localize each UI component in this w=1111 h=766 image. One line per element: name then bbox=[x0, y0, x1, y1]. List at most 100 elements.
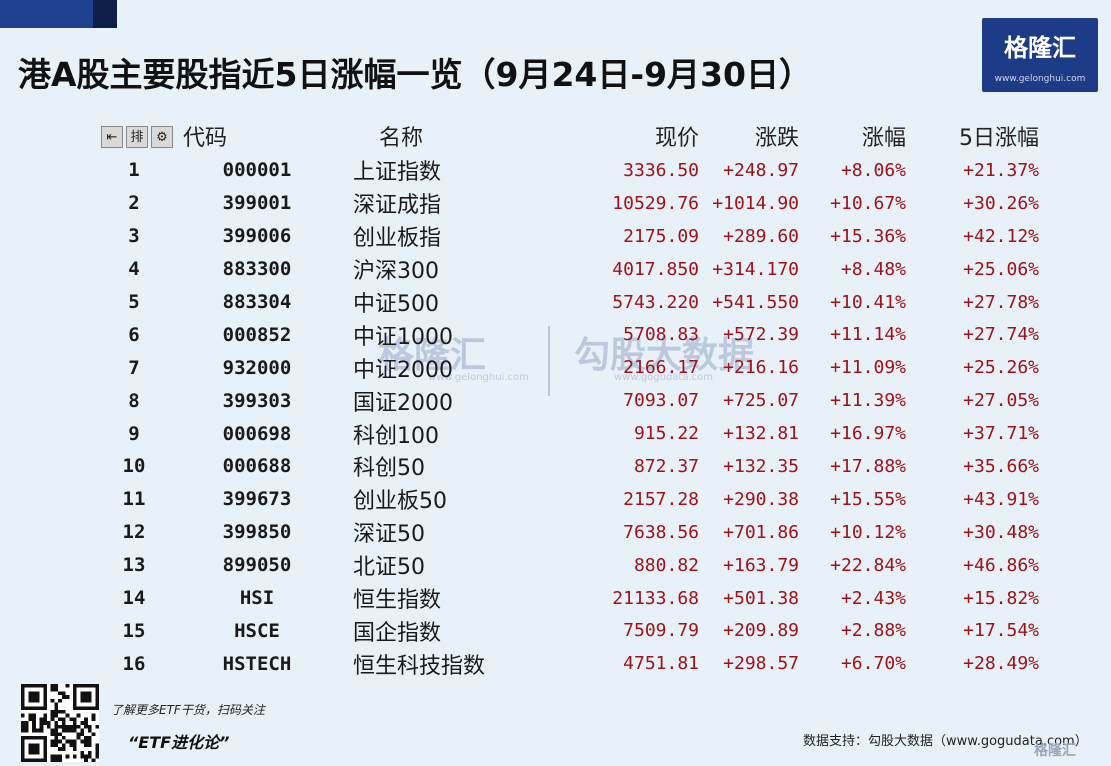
table-row[interactable]: 1 000001 上证指数 3336.50 +248.97 +8.06% +21.37% bbox=[95, 154, 1039, 187]
row-number: 1 bbox=[128, 159, 140, 182]
row-price: 7509.79 bbox=[623, 620, 699, 642]
row-pct: +15.55% bbox=[830, 488, 906, 510]
index-table-container: ⇤ 排 ⚙ 代码 名称 现价 涨跌 涨幅 5日涨幅 1 000001 上证指数 333… bbox=[95, 118, 1039, 680]
row-pct5: +42.12% bbox=[963, 225, 1039, 247]
row-pct5: +15.82% bbox=[963, 587, 1039, 609]
row-code: HSI bbox=[239, 587, 275, 610]
row-name: 恒生指数 bbox=[353, 588, 442, 614]
footer-brand: “ETF进化论” bbox=[128, 733, 230, 752]
row-name: 中证2000 bbox=[353, 357, 453, 383]
table-row[interactable]: 5 883304 中证500 5743.220 +541.550 +10.41% +27.7… bbox=[95, 286, 1039, 319]
row-price: 915.22 bbox=[633, 423, 699, 445]
footer-note: 了解更多ETF干货，扫码关注 bbox=[111, 703, 265, 717]
row-pct: +15.36% bbox=[830, 225, 906, 247]
row-pct: +10.41% bbox=[830, 291, 906, 313]
gelonghui-logo: 格隆汇 www.gelonghui.com bbox=[982, 18, 1098, 92]
row-number: 11 bbox=[122, 488, 146, 511]
row-change: +501.38 bbox=[723, 587, 799, 609]
row-code: 399673 bbox=[222, 488, 292, 511]
table-row[interactable]: 11 399673 创业板50 2157.28 +290.38 +15.55% +43.91… bbox=[95, 483, 1039, 516]
table-row[interactable]: 2 399001 深证成指 10529.76 +1014.90 +10.67% +30.26… bbox=[95, 187, 1039, 220]
sort-button[interactable]: 排 bbox=[126, 125, 148, 148]
table-row[interactable]: 3 399006 创业板指 2175.09 +289.60 +15.36% +42.12% bbox=[95, 220, 1039, 253]
row-pct: +11.09% bbox=[830, 357, 906, 379]
row-name: 创业板50 bbox=[353, 489, 447, 515]
row-change: +541.550 bbox=[712, 291, 799, 313]
row-pct: +6.70% bbox=[840, 653, 906, 675]
table-row[interactable]: 15 HSCE 国企指数 7509.79 +209.89 +2.88% +17.54% bbox=[95, 614, 1039, 647]
row-number: 7 bbox=[128, 356, 140, 379]
table-row[interactable]: 13 899050 北证50 880.82 +163.79 +22.84% +46.86% bbox=[95, 549, 1039, 582]
table-row[interactable]: 8 399303 国证2000 7093.07 +725.07 +11.39% +27.05… bbox=[95, 384, 1039, 417]
gear-icon[interactable]: ⚙ bbox=[151, 125, 173, 148]
table-row[interactable]: 7 932000 中证2000 2166.17 +216.16 +11.09% +25.26… bbox=[95, 351, 1039, 384]
row-name: 恒生科技指数 bbox=[353, 653, 486, 679]
row-pct5: +25.26% bbox=[963, 357, 1039, 379]
header-change[interactable]: 涨跌 bbox=[754, 126, 799, 151]
row-number: 4 bbox=[128, 258, 140, 281]
header-code[interactable]: 代码 bbox=[183, 126, 228, 151]
top-accent-bar-dark bbox=[93, 0, 117, 28]
row-code: 399006 bbox=[222, 225, 292, 248]
row-number: 2 bbox=[128, 192, 140, 215]
row-price: 2175.09 bbox=[623, 225, 699, 247]
row-pct: +8.48% bbox=[840, 258, 906, 280]
row-number: 14 bbox=[122, 587, 146, 610]
row-pct: +16.97% bbox=[830, 423, 906, 445]
row-change: +209.89 bbox=[723, 620, 799, 642]
table-row[interactable]: 9 000698 科创100 915.22 +132.81 +16.97% +37.71% bbox=[95, 417, 1039, 450]
row-price: 880.82 bbox=[633, 554, 699, 576]
row-code: 399001 bbox=[222, 192, 292, 215]
row-price: 7638.56 bbox=[623, 521, 699, 543]
table-row[interactable]: 6 000852 中证1000 5708.83 +572.39 +11.14% +27.74… bbox=[95, 318, 1039, 351]
row-change: +290.38 bbox=[723, 488, 799, 510]
row-pct5: +46.86% bbox=[963, 554, 1039, 576]
table-row[interactable]: 12 399850 深证50 7638.56 +701.86 +10.12% +30.48% bbox=[95, 516, 1039, 549]
row-price: 7093.07 bbox=[623, 390, 699, 412]
header-pct[interactable]: 涨幅 bbox=[861, 126, 906, 151]
row-code: 000698 bbox=[222, 422, 292, 445]
first-page-icon[interactable]: ⇤ bbox=[101, 125, 123, 148]
header-price[interactable]: 现价 bbox=[654, 126, 699, 151]
row-price: 872.37 bbox=[633, 455, 699, 477]
header-pct5[interactable]: 5日涨幅 bbox=[959, 126, 1039, 151]
row-number: 12 bbox=[122, 521, 146, 544]
row-name: 深证成指 bbox=[353, 193, 442, 219]
row-name: 深证50 bbox=[353, 522, 425, 548]
row-code: HSCE bbox=[234, 619, 280, 642]
row-name: 北证50 bbox=[353, 555, 425, 581]
row-price: 21133.68 bbox=[612, 587, 699, 609]
table-row[interactable]: 4 883300 沪深300 4017.850 +314.170 +8.48% +25.06… bbox=[95, 253, 1039, 286]
row-code: 399303 bbox=[222, 389, 292, 412]
row-pct5: +27.74% bbox=[963, 324, 1039, 346]
row-change: +132.81 bbox=[723, 423, 799, 445]
row-name: 国企指数 bbox=[353, 620, 442, 646]
row-number: 10 bbox=[122, 455, 146, 478]
row-pct5: +25.06% bbox=[963, 258, 1039, 280]
row-number: 9 bbox=[128, 422, 140, 445]
row-number: 3 bbox=[128, 225, 140, 248]
row-code: 000852 bbox=[222, 323, 292, 346]
table-row[interactable]: 16 HSTECH 恒生科技指数 4751.81 +298.57 +6.70% +28.49… bbox=[95, 647, 1039, 680]
table-header-row: ⇤ 排 ⚙ 代码 名称 现价 涨跌 涨幅 5日涨幅 bbox=[95, 118, 1039, 154]
row-price: 5708.83 bbox=[623, 324, 699, 346]
table-toolbar: ⇤ 排 ⚙ bbox=[101, 125, 173, 148]
corner-logo: 格隆汇 bbox=[1034, 743, 1076, 759]
row-pct5: +27.05% bbox=[963, 390, 1039, 412]
row-code: 883300 bbox=[222, 258, 292, 281]
row-pct: +10.67% bbox=[830, 192, 906, 214]
row-name: 中证500 bbox=[353, 292, 439, 317]
header-name[interactable]: 名称 bbox=[379, 126, 424, 151]
row-pct: +11.14% bbox=[830, 324, 906, 346]
row-code: 899050 bbox=[222, 554, 292, 577]
row-change: +701.86 bbox=[723, 521, 799, 543]
row-pct: +11.39% bbox=[830, 390, 906, 412]
row-code: 932000 bbox=[222, 356, 292, 379]
table-row[interactable]: 14 HSI 恒生指数 21133.68 +501.38 +2.43% +15.82% bbox=[95, 582, 1039, 615]
row-pct: +2.88% bbox=[840, 620, 906, 642]
row-name: 国证2000 bbox=[353, 390, 453, 416]
row-name: 创业板指 bbox=[353, 226, 442, 252]
row-pct5: +30.26% bbox=[963, 192, 1039, 214]
row-pct5: +35.66% bbox=[963, 455, 1039, 477]
table-row[interactable]: 10 000688 科创50 872.37 +132.35 +17.88% +35.66% bbox=[95, 450, 1039, 483]
